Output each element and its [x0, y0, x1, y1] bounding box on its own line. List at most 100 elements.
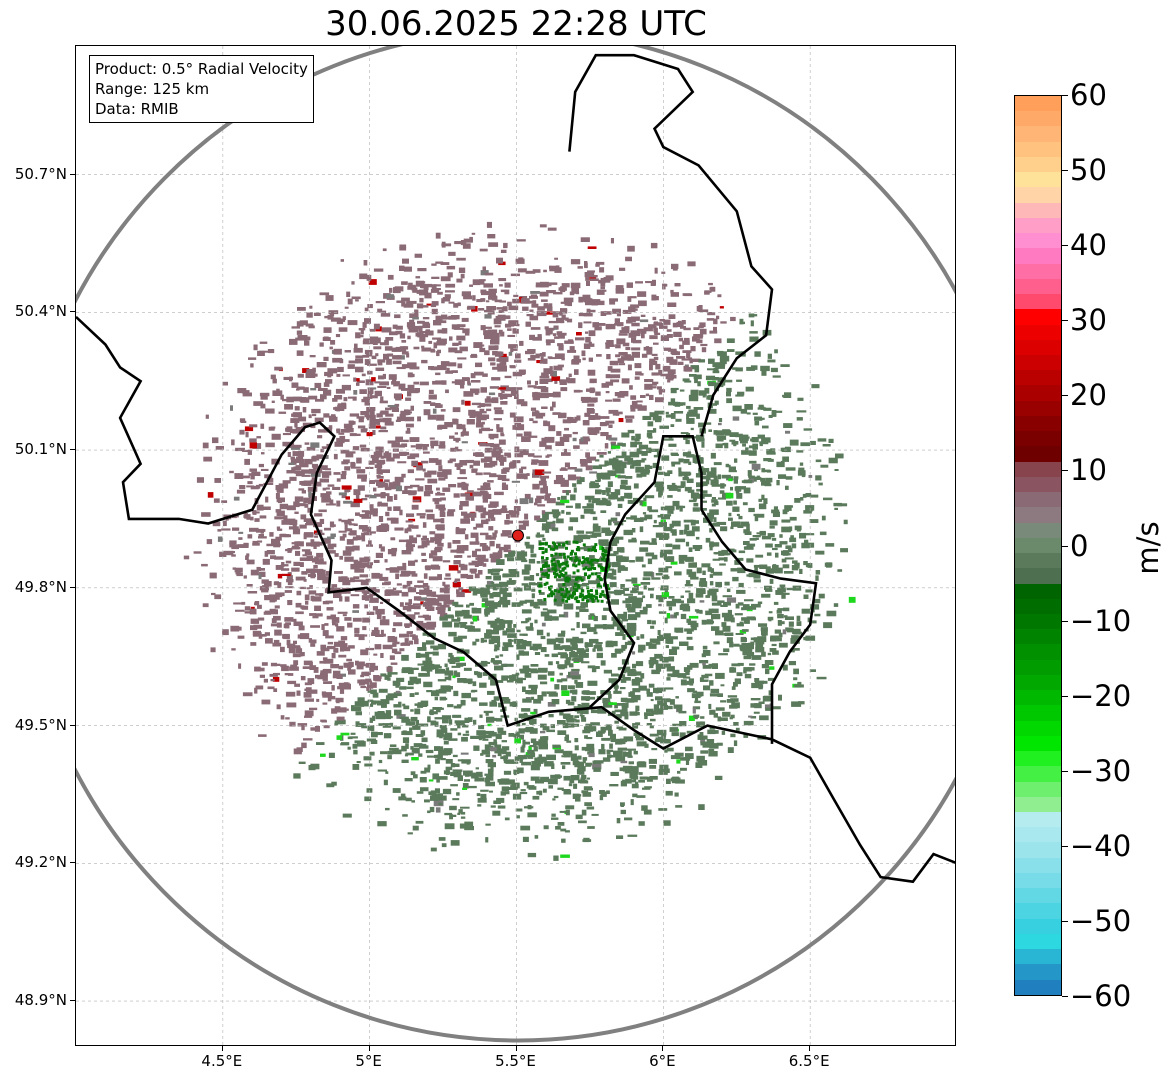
radar-site-marker	[511, 529, 524, 542]
colorbar-segment	[1015, 933, 1061, 950]
colorbar-segment	[1015, 370, 1061, 386]
colorbar-segment	[1015, 781, 1061, 797]
colorbar-tick-mark	[1062, 470, 1068, 472]
colorbar-segment	[1015, 354, 1061, 371]
radar-map[interactable]	[75, 45, 956, 1046]
colorbar-tick-label: 20	[1070, 378, 1107, 413]
colorbar-tick-mark	[1062, 996, 1068, 997]
colorbar-segment	[1015, 111, 1061, 127]
colorbar-segment	[1015, 476, 1061, 493]
colorbar-segment	[1015, 796, 1061, 813]
colorbar-segment	[1015, 431, 1061, 447]
colorbar-tick-mark	[1062, 95, 1068, 96]
colorbar-tick-mark	[1062, 695, 1068, 697]
colorbar-segment	[1015, 324, 1061, 340]
country-border-1	[76, 315, 955, 884]
colorbar-segment	[1015, 400, 1061, 416]
chart-title: 30.06.2025 22:28 UTC	[325, 4, 707, 44]
colorbar-tick-mark	[1062, 545, 1068, 547]
colorbar-tick-label: 50	[1070, 153, 1107, 188]
x-tick-label: 6°E	[649, 1052, 676, 1070]
x-tick-mark	[368, 1046, 370, 1051]
x-tick-mark	[221, 1046, 223, 1051]
colorbar-segment	[1015, 674, 1061, 691]
colorbar-tick-label: 10	[1070, 453, 1107, 488]
colorbar-tick-mark	[1062, 170, 1068, 172]
colorbar-tick-label: 30	[1070, 303, 1107, 338]
colorbar-segment	[1015, 918, 1061, 934]
colorbar-segment	[1015, 979, 1061, 995]
x-tick-mark	[662, 1046, 664, 1051]
y-tick-label: 49.2°N	[14, 853, 67, 872]
y-tick-mark	[70, 1000, 75, 1002]
colorbar-segment	[1015, 964, 1061, 980]
colorbar-tick-mark	[1062, 320, 1068, 322]
y-tick-mark	[70, 724, 75, 726]
x-tick-label: 4.5°E	[201, 1052, 243, 1070]
velocity-echo-field	[183, 221, 856, 861]
colorbar-segment	[1015, 735, 1061, 752]
y-tick-mark	[70, 586, 75, 588]
y-tick-label: 48.9°N	[14, 991, 67, 1010]
colorbar-segment	[1015, 294, 1061, 310]
colorbar-segment	[1015, 888, 1061, 904]
colorbar-tick-mark	[1062, 845, 1068, 847]
y-tick-mark	[70, 173, 75, 175]
colorbar-segment	[1015, 202, 1061, 218]
colorbar	[1014, 95, 1062, 996]
colorbar-segment	[1015, 613, 1061, 630]
colorbar-segment	[1015, 461, 1061, 477]
colorbar-tick-label: −10	[1070, 603, 1132, 638]
colorbar-tick-mark	[1062, 395, 1068, 397]
colorbar-segment	[1015, 309, 1061, 325]
colorbar-tick-mark	[1062, 770, 1068, 772]
y-tick-mark	[70, 311, 75, 313]
colorbar-segment	[1015, 690, 1061, 706]
country-border-3	[568, 53, 774, 437]
colorbar-segment	[1015, 705, 1061, 721]
y-tick-label: 49.8°N	[14, 577, 67, 596]
colorbar-segment	[1015, 507, 1061, 523]
colorbar-segment	[1015, 553, 1061, 569]
colorbar-segment	[1015, 583, 1061, 599]
colorbar-tick-label: −30	[1070, 753, 1132, 788]
colorbar-segment	[1015, 415, 1061, 432]
x-tick-label: 6.5°E	[788, 1052, 830, 1070]
colorbar-tick-label: −40	[1070, 828, 1132, 863]
colorbar-segment	[1015, 248, 1061, 264]
colorbar-segment	[1015, 217, 1061, 234]
y-tick-label: 50.4°N	[14, 302, 67, 321]
colorbar-segment	[1015, 446, 1061, 462]
y-tick-mark	[70, 449, 75, 451]
country-border-2	[589, 435, 818, 744]
colorbar-segment	[1015, 126, 1061, 142]
y-tick-label: 50.7°N	[14, 164, 67, 183]
colorbar-segment	[1015, 629, 1061, 645]
info-box: Product: 0.5° Radial Velocity Range: 125…	[89, 55, 314, 123]
colorbar-tick-label: 40	[1070, 228, 1107, 263]
info-product: Product: 0.5° Radial Velocity	[95, 60, 308, 78]
colorbar-tick-label: 0	[1070, 528, 1089, 563]
colorbar-unit-label: m/s	[1131, 521, 1165, 575]
y-tick-label: 50.1°N	[14, 440, 67, 459]
colorbar-segment	[1015, 842, 1061, 858]
colorbar-segment	[1015, 827, 1061, 843]
range-ring	[76, 46, 955, 1043]
colorbar-segment	[1015, 233, 1061, 249]
colorbar-segment	[1015, 598, 1061, 614]
info-range: Range: 125 km	[95, 80, 210, 98]
colorbar-segment	[1015, 339, 1061, 355]
colorbar-segment	[1015, 187, 1061, 203]
colorbar-segment	[1015, 766, 1061, 782]
colorbar-segment	[1015, 720, 1061, 736]
y-tick-mark	[70, 862, 75, 864]
colorbar-segment	[1015, 872, 1061, 889]
colorbar-tick-mark	[1062, 920, 1068, 922]
info-data-source: Data: RMIB	[95, 100, 179, 118]
radar-map-canvas	[76, 46, 955, 1045]
colorbar-segment	[1015, 522, 1061, 538]
y-tick-label: 49.5°N	[14, 715, 67, 734]
colorbar-segment	[1015, 568, 1061, 584]
colorbar-segment	[1015, 659, 1061, 675]
colorbar-segment	[1015, 141, 1061, 157]
